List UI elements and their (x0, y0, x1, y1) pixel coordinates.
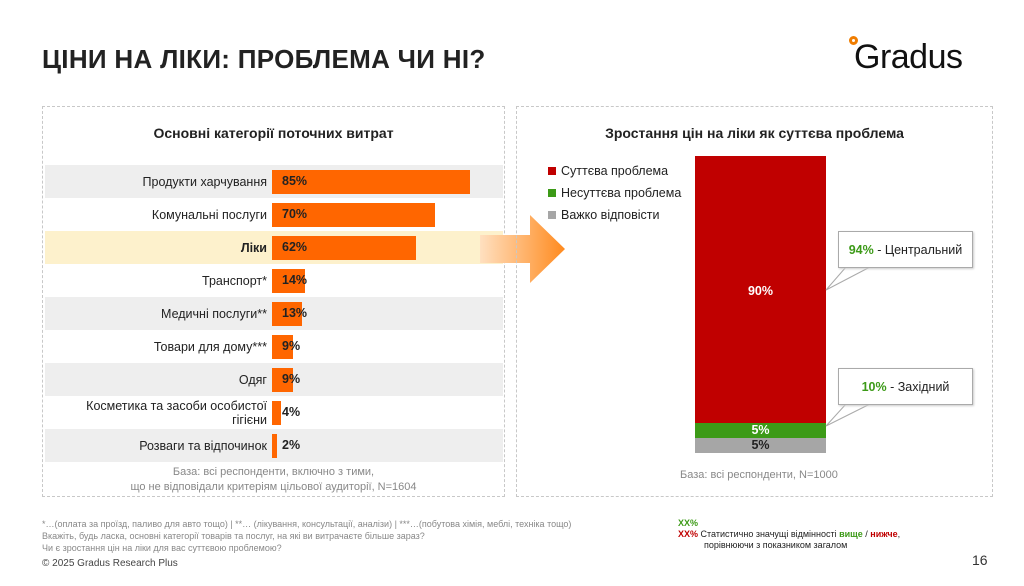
base-line-1: База: всі респонденти, включно з тими, (172, 466, 375, 478)
bar-value: 62% (282, 240, 308, 254)
bar-label: Косметика та засоби особистої гігієни (86, 398, 267, 427)
right-panel: Зростання цін на ліки як суттєва проблем… (516, 106, 993, 497)
page-title: ЦІНИ НА ЛІКИ: ПРОБЛЕМА ЧИ НІ? (42, 44, 486, 74)
legend-swatch-red (548, 167, 556, 175)
page-number: 16 (972, 552, 988, 568)
callout-label: - Центральний (873, 242, 963, 257)
bar-label: Транспорт* (202, 273, 267, 288)
callout-value: 94% (848, 242, 874, 257)
arrow-icon (480, 215, 565, 283)
bar-value: 70% (282, 207, 308, 221)
base-line-2: що не відповідали критеріям цільової ауд… (130, 481, 417, 493)
sig-lower: нижче (870, 529, 898, 539)
callout-central: 94% - Центральний (838, 231, 973, 268)
bar-row: Одяг 9% (45, 363, 503, 396)
copyright: © 2025 Gradus Research Plus (42, 558, 178, 569)
bar (272, 269, 305, 293)
legend: Суттєва проблема Несуттєва проблема Важк… (548, 164, 681, 222)
significance-legend: XX% XX% Статистично значущі відмінності … (678, 518, 900, 551)
bar-row: Комунальні послуги 70% (45, 198, 503, 231)
callout-western: 10% - Західний (838, 368, 973, 405)
stack-segment: 90% (695, 156, 826, 424)
bar (272, 302, 303, 326)
bar-label: Розваги та відпочинок (139, 438, 267, 453)
right-panel-title: Зростання цін на ліки як суттєва проблем… (605, 125, 904, 141)
legend-swatch-gray (548, 211, 556, 219)
bar-row: Косметика та засоби особистої гігієни 4% (45, 396, 503, 429)
callout-value: 10% (861, 379, 887, 394)
bar (272, 335, 293, 359)
bar-row: Транспорт* 14% (45, 264, 503, 297)
bar-label: Ліки (240, 240, 267, 255)
bar (272, 434, 277, 458)
sig-higher-marker: XX% (678, 518, 699, 528)
bar (272, 401, 282, 425)
logo-text: Gradus (854, 38, 963, 76)
left-base-note: База: всі респонденти, включно з тими, що… (43, 465, 504, 495)
right-base-note: База: всі респонденти, N=1000 (680, 469, 838, 481)
bar-label: Комунальні послуги (151, 207, 267, 222)
bar-label: Медичні послуги** (161, 306, 267, 321)
sig-lower-marker: XX% (678, 529, 699, 539)
bar-row: Продукти харчування 85% (45, 165, 503, 198)
stack-segment: 5% (695, 423, 826, 439)
sig-higher: вище (839, 529, 863, 539)
bar-row: Медичні послуги** 13% (45, 297, 503, 330)
left-panel: Основні категорії поточних витрат Продук… (42, 106, 505, 497)
bar-value: 9% (282, 372, 301, 386)
sig-text: Статистично значущі відмінності (700, 529, 840, 539)
legend-item: Суттєва проблема (548, 164, 681, 186)
bar (272, 170, 471, 194)
bar-row: Товари для дому*** 9% (45, 330, 503, 363)
legend-swatch-green (548, 189, 556, 197)
legend-label: Важко відповісти (561, 208, 660, 222)
left-panel-title: Основні категорії поточних витрат (153, 125, 394, 141)
bar-label: Товари для дому*** (153, 339, 267, 354)
sig-sep: / (862, 529, 871, 539)
legend-label: Суттєва проблема (561, 164, 669, 178)
stack-segment: 5% (695, 438, 826, 453)
callout-label: - Західний (886, 379, 950, 394)
sig-text-2: порівнюючи з показником загалом (704, 540, 848, 550)
bar (272, 368, 293, 392)
bar-value: 2% (282, 438, 301, 452)
gradus-logo: Gradus (849, 36, 963, 77)
bar-row: Розваги та відпочинок 2% (45, 429, 503, 462)
bar-value: 85% (282, 174, 308, 188)
footnotes: *…(оплата за проїзд, паливо для авто тощ… (42, 518, 571, 554)
bar-value: 14% (282, 273, 308, 287)
bar-label: Продукти харчування (142, 174, 267, 189)
logo-dot-icon (849, 36, 858, 45)
legend-label: Несуттєва проблема (561, 186, 682, 200)
footnote: Вкажіть, будь ласка, основні категорії т… (42, 531, 425, 541)
sig-comma: , (897, 529, 901, 539)
bar-value: 4% (282, 405, 301, 419)
bar (272, 236, 417, 260)
bar-label: Одяг (238, 372, 267, 387)
bar-row: Ліки 62% (45, 231, 503, 264)
bar (272, 203, 436, 227)
bar-value: 13% (282, 306, 308, 320)
legend-item: Несуттєва проблема (548, 186, 681, 208)
legend-item: Важко відповісти (548, 208, 681, 222)
bar-value: 9% (282, 339, 301, 353)
footnote: Чи є зростання цін на ліки для вас суттє… (42, 543, 282, 553)
footnote: *…(оплата за проїзд, паливо для авто тощ… (42, 519, 572, 529)
